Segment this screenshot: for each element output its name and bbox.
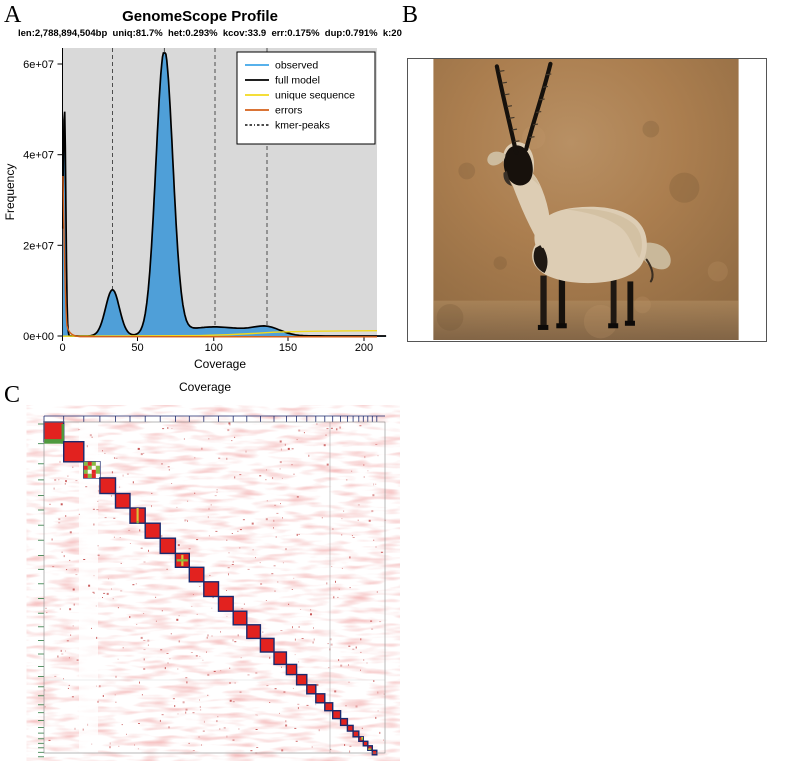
svg-text:6e+07: 6e+07 [23,59,54,71]
svg-text:full model: full model [275,75,320,87]
svg-text:kmer-peaks: kmer-peaks [275,120,330,132]
svg-text:errors: errors [275,105,302,117]
svg-text:2e+07: 2e+07 [23,240,54,252]
svg-text:Coverage: Coverage [194,357,246,371]
svg-text:Frequency: Frequency [3,164,17,221]
svg-text:0e+00: 0e+00 [23,331,54,343]
svg-text:unique sequence: unique sequence [275,90,355,102]
svg-text:150: 150 [279,342,297,354]
svg-text:200: 200 [355,342,373,354]
svg-text:observed: observed [275,60,318,72]
svg-text:100: 100 [205,342,223,354]
svg-text:0: 0 [59,342,65,354]
svg-text:50: 50 [131,342,143,354]
svg-text:4e+07: 4e+07 [23,150,54,162]
